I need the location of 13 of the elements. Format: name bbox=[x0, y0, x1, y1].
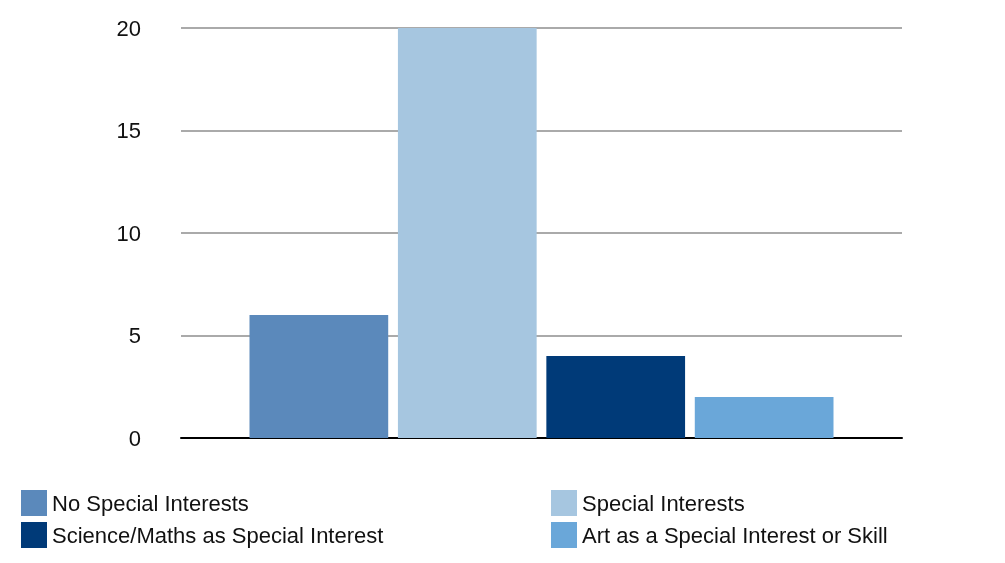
bar bbox=[694, 397, 834, 438]
legend-label: Special Interests bbox=[582, 490, 745, 516]
bar bbox=[397, 28, 537, 438]
legend-label: No Special Interests bbox=[52, 490, 249, 516]
legend-label: Science/Maths as Special Interest bbox=[52, 522, 384, 548]
y-tick-label: 10 bbox=[116, 220, 141, 246]
y-tick-label: 5 bbox=[128, 323, 141, 348]
legend-label: Art as a Special Interest or Skill bbox=[582, 522, 888, 548]
y-tick-label: 20 bbox=[116, 15, 141, 41]
y-tick-label: 15 bbox=[116, 118, 141, 143]
bar bbox=[249, 315, 389, 438]
y-tick-label: 0 bbox=[128, 425, 141, 451]
bar bbox=[546, 356, 686, 438]
